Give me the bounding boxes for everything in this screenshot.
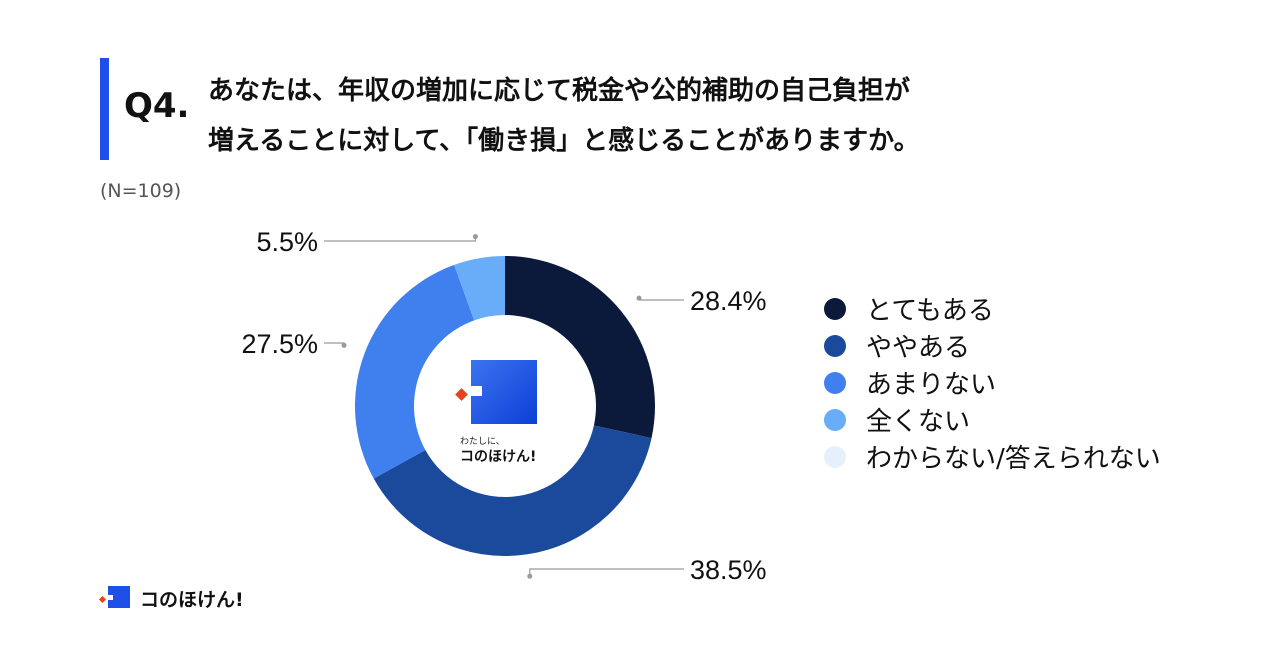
footer-logo-notch: [108, 595, 113, 600]
center-logo: わたしに、 コのほけん!: [440, 352, 570, 472]
legend-label-amari-nai: あまりない: [866, 370, 997, 400]
footer-logo-square: [108, 586, 130, 608]
center-logo-square: [471, 360, 537, 424]
leader-lines: [324, 234, 684, 579]
slice-amari-nai: [355, 264, 475, 479]
label-amari-nai: 27.5%: [241, 329, 318, 359]
leader-line-mattaku-nai: [324, 236, 476, 242]
leader-dot-yaya-aru: [527, 573, 533, 579]
leader-dot-amari-nai: [341, 342, 347, 348]
question-line-1: あなたは、年収の増加に応じて税金や公的補助の自己負担が: [208, 76, 911, 106]
label-mattaku-nai: 5.5%: [256, 227, 318, 257]
leader-line-amari-nai: [324, 342, 345, 346]
sample-size: (N=109): [100, 180, 182, 202]
leader-dot-totemo-aru: [636, 295, 642, 301]
legend-label-totemo-aru: とてもある: [866, 296, 994, 326]
center-logo-red-mark: [455, 388, 468, 401]
donut-slices: [355, 256, 656, 557]
leader-line-yaya-aru: [529, 568, 684, 577]
leader-dot-mattaku-nai: [472, 234, 478, 240]
label-totemo-aru: 28.4%: [690, 286, 767, 316]
legend-label-mattaku-nai: 全くない: [866, 407, 971, 437]
legend-dot-wakaranai: [824, 445, 846, 468]
footer-logo: コのほけん!: [98, 584, 278, 614]
question-accent-bar: [100, 58, 109, 160]
legend-dot-yaya-aru: [824, 334, 846, 357]
label-yaya-aru: 38.5%: [690, 555, 767, 585]
leader-line-totemo-aru: [638, 298, 684, 301]
legend-item-wakaranai: わからない/答えられない: [824, 438, 1161, 475]
question-number: Q4.: [124, 86, 190, 126]
legend-label-yaya-aru: ややある: [866, 333, 971, 363]
legend-label-wakaranai: わからない/答えられない: [866, 444, 1161, 474]
slice-mattaku-nai: [454, 256, 505, 321]
chart-legend: とてもあるややあるあまりない全くないわからない/答えられない: [824, 290, 1161, 475]
legend-dot-amari-nai: [824, 371, 846, 394]
slice-yaya-aru: [373, 425, 652, 557]
legend-item-amari-nai: あまりない: [824, 364, 1161, 401]
footer-brand: コのほけん!: [140, 589, 244, 611]
percentage-labels: 28.4% 38.5% 27.5% 5.5%: [241, 227, 766, 585]
question-line-2: 増えることに対して、「働き損」と感じることがありますか。: [208, 126, 920, 156]
center-logo-tagline: わたしに、: [460, 437, 505, 447]
question-text: あなたは、年収の増加に応じて税金や公的補助の自己負担が 増えることに対して、「働…: [208, 66, 920, 166]
legend-item-yaya-aru: ややある: [824, 327, 1161, 364]
legend-item-totemo-aru: とてもある: [824, 290, 1161, 327]
footer-logo-red-mark: [98, 595, 107, 604]
legend-item-mattaku-nai: 全くない: [824, 401, 1161, 438]
center-logo-brand: コのほけん!: [460, 449, 537, 465]
legend-dot-totemo-aru: [824, 297, 846, 320]
center-logo-notch: [471, 386, 482, 396]
legend-dot-mattaku-nai: [824, 408, 846, 431]
slice-totemo-aru: [505, 256, 656, 439]
